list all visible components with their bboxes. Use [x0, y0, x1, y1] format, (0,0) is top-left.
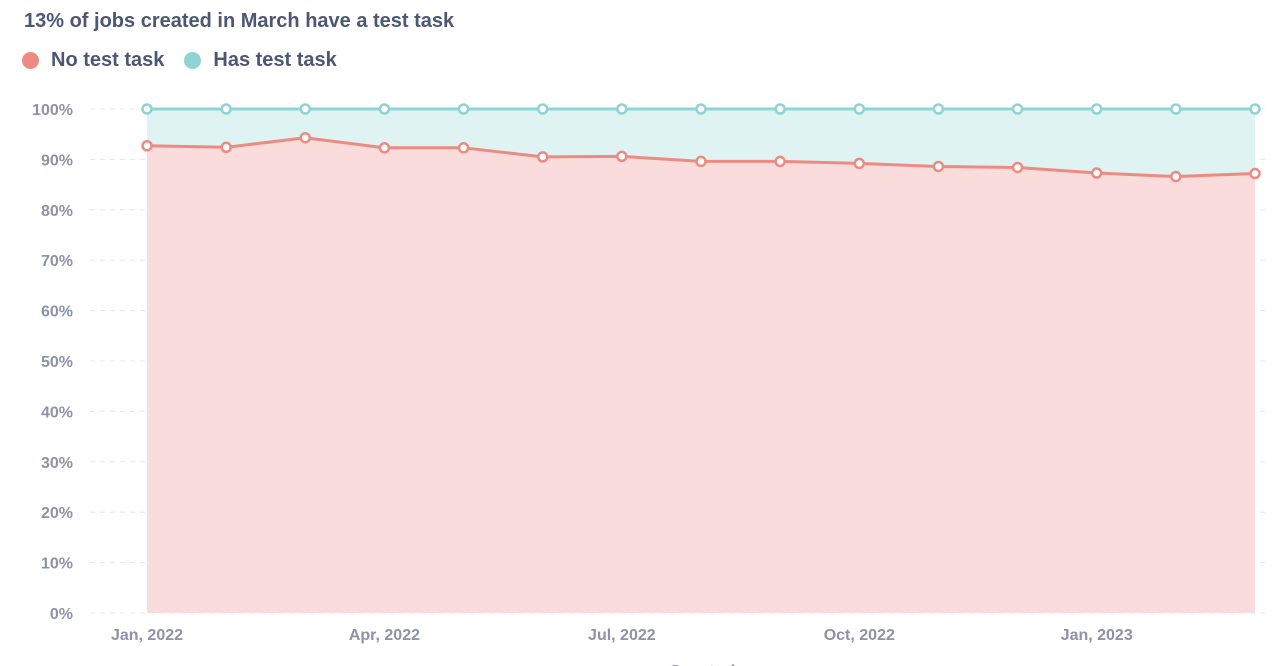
x-tick-label: Jan, 2022	[111, 627, 183, 644]
axis-layer: 0% 10% 20% 30% 40% 50% 60% 70% 80% 90% 100% Jan, 20…	[32, 102, 1265, 666]
area-no-test-task	[147, 137, 1255, 613]
data-point-no-test-task	[695, 155, 707, 168]
area-has-test-task	[147, 109, 1255, 177]
legend-item-no-test-task[interactable]: No test task	[22, 49, 164, 72]
y-tick-label: 80%	[41, 203, 73, 220]
data-point-no-test-task	[853, 157, 866, 170]
legend: No test task Has test task	[22, 49, 337, 72]
x-tick-label: Jan, 2023	[1061, 627, 1133, 644]
area-layer	[147, 109, 1255, 613]
legend-dot-no-test-task	[22, 52, 39, 69]
x-tick-label: Jul, 2022	[588, 627, 656, 644]
data-point-has-test-task	[695, 103, 707, 115]
chart-title: 13% of jobs created in March have a test…	[24, 10, 455, 32]
data-point-no-test-task	[220, 141, 232, 154]
legend-label-has-test-task: Has test task	[213, 49, 337, 71]
data-point-has-test-task	[853, 103, 866, 115]
data-point-has-test-task	[1011, 103, 1024, 115]
x-axis-title: Created	[668, 662, 735, 666]
data-point-has-test-task	[220, 103, 232, 115]
data-point-has-test-task	[141, 103, 153, 115]
y-tick-label: 10%	[41, 556, 73, 573]
data-point-no-test-task	[141, 140, 153, 152]
data-point-has-test-task	[1170, 103, 1182, 115]
data-point-no-test-task	[1170, 170, 1182, 183]
x-tick-label: Apr, 2022	[349, 627, 420, 644]
data-point-has-test-task	[774, 103, 786, 115]
x-tick-label: Oct, 2022	[824, 627, 895, 644]
data-point-no-test-task	[932, 160, 945, 173]
y-tick-label: 30%	[41, 455, 73, 472]
data-point-no-test-task	[457, 142, 470, 154]
data-point-has-test-task	[1249, 103, 1261, 115]
data-point-has-test-task	[378, 103, 391, 115]
data-point-has-test-task	[932, 103, 945, 115]
y-tick-label: 100%	[32, 102, 73, 119]
y-tick-label: 60%	[41, 304, 73, 321]
data-point-no-test-task	[1249, 167, 1261, 180]
data-point-no-test-task	[378, 142, 391, 154]
data-point-has-test-task	[457, 103, 470, 115]
y-tick-label: 90%	[41, 152, 73, 169]
data-point-has-test-task	[1090, 103, 1103, 115]
legend-label-no-test-task: No test task	[51, 49, 165, 71]
legend-dot-has-test-task	[184, 52, 202, 69]
y-tick-label: 40%	[41, 404, 73, 421]
data-point-has-test-task	[299, 103, 312, 115]
data-point-has-test-task	[616, 103, 628, 115]
data-point-no-test-task	[299, 131, 312, 144]
data-point-no-test-task	[774, 155, 786, 168]
data-point-has-test-task	[536, 103, 549, 115]
point-layer	[141, 103, 1261, 183]
y-tick-label: 70%	[41, 253, 73, 270]
data-point-no-test-task	[1011, 161, 1024, 174]
y-tick-label: 50%	[41, 354, 73, 371]
y-tick-label: 20%	[41, 505, 73, 522]
data-point-no-test-task	[536, 151, 549, 163]
y-tick-label: 0%	[50, 606, 73, 623]
data-point-no-test-task	[616, 150, 628, 163]
data-point-no-test-task	[1090, 167, 1103, 179]
legend-item-has-test-task[interactable]: Has test task	[184, 49, 337, 72]
